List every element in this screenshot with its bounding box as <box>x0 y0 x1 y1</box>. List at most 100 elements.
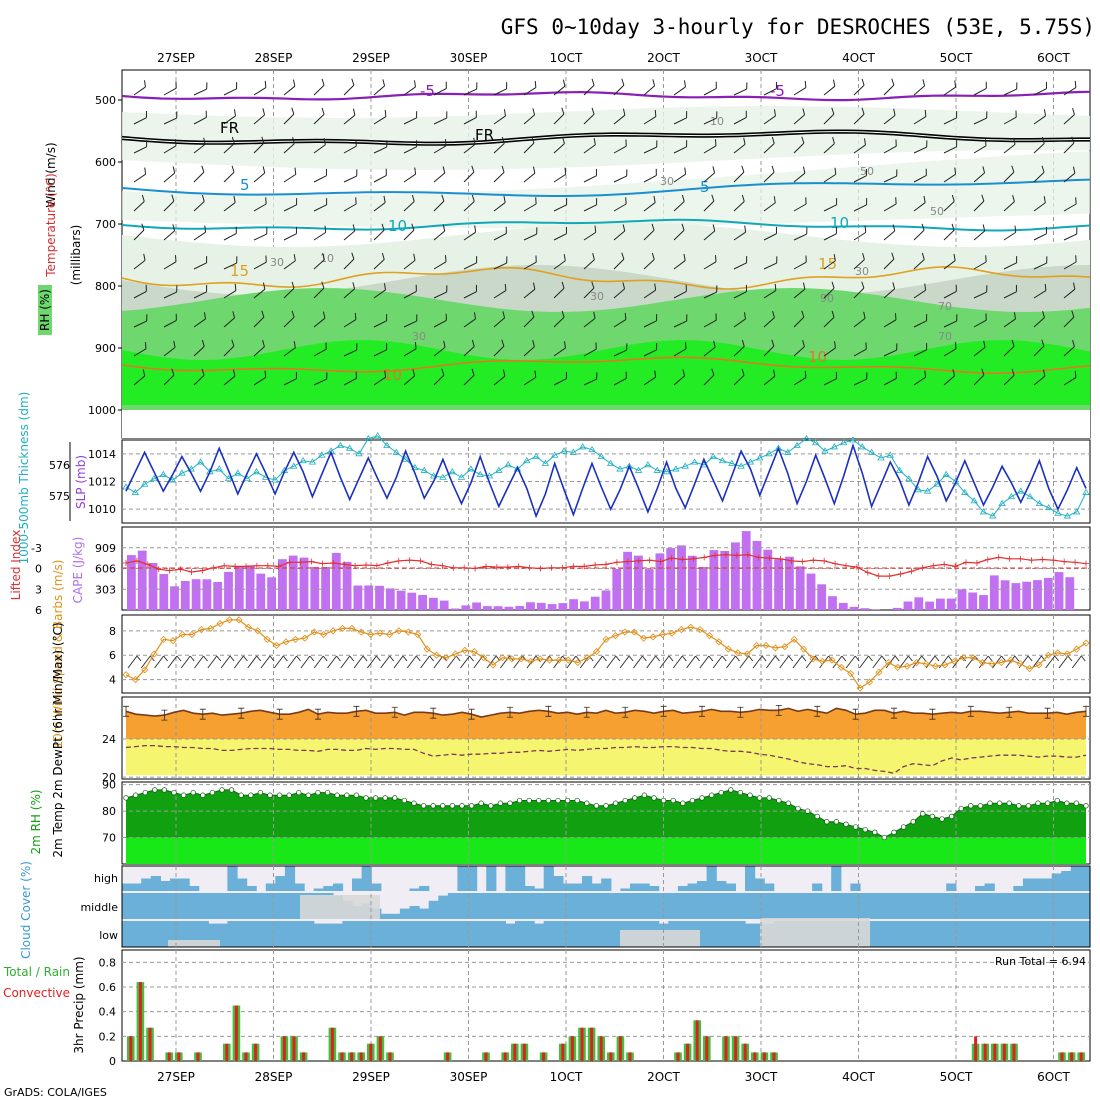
wind-barb-feather <box>532 282 536 290</box>
cloud-middle-bar <box>438 895 449 919</box>
wind-barb-feather <box>295 226 297 234</box>
thickness-point <box>318 451 326 458</box>
wind-speed-point <box>800 645 808 653</box>
wind-barb <box>253 340 265 357</box>
cape-bar <box>655 553 665 610</box>
rh2m-point <box>440 803 446 809</box>
wind-barb-feather <box>654 370 657 378</box>
wind-barb-feather <box>233 109 236 117</box>
precip-convective-bar <box>676 1052 680 1061</box>
wind-barb <box>433 194 445 212</box>
precip-convective-bar <box>503 1052 507 1061</box>
cloud-middle-bar <box>380 913 391 919</box>
precip-convective-bar <box>542 1052 546 1061</box>
wind-barb-staff <box>313 348 327 357</box>
rh2m-point <box>948 813 955 820</box>
cloud-high-bar <box>649 886 660 891</box>
wind-barb <box>403 140 418 154</box>
cape-bar <box>202 579 212 610</box>
wind-speed-point <box>254 627 262 635</box>
cloud-middle-bar <box>160 893 171 919</box>
cloud-low-bar <box>208 923 219 947</box>
li-point <box>123 559 129 566</box>
wind-barb-feather <box>414 167 417 175</box>
cloud-low-bar <box>553 921 564 947</box>
cape-bar <box>461 605 471 610</box>
cape-bar <box>979 595 988 610</box>
wind-barb-feather <box>712 166 716 173</box>
surface-wind-feather <box>961 655 966 662</box>
surface-wind-barb <box>233 655 244 669</box>
ylabel-rh: RH (%) <box>38 289 52 331</box>
wind-barb-feather <box>445 81 447 89</box>
rh2m-point <box>248 792 254 798</box>
wind-speed-point <box>658 630 667 639</box>
rh2m-point <box>1073 800 1080 806</box>
wind-barb-feather <box>686 140 688 147</box>
wind-speed-point <box>677 626 685 634</box>
wind-speed-point <box>329 627 337 635</box>
cloud-low-bar <box>524 921 535 947</box>
cape-bar <box>439 600 449 610</box>
cloud-frame <box>121 865 1091 948</box>
wind-barb-staff <box>793 87 807 96</box>
wind-barb-staff <box>463 143 476 154</box>
precip-convective-bar <box>705 1036 709 1061</box>
cloud-middle-bar <box>169 893 181 919</box>
surface-wind-feather <box>1041 655 1046 662</box>
ylabel-cape: CAPE (J/kg) <box>71 537 85 604</box>
surface-wind-barb <box>327 655 337 669</box>
wind-barb <box>223 109 236 125</box>
cloud-high-bar <box>697 881 708 891</box>
thickness-point <box>765 450 773 457</box>
wind-barb-staff <box>283 316 295 328</box>
thickness-point <box>942 470 950 477</box>
li-point <box>297 559 304 566</box>
thickness-point <box>690 458 699 465</box>
wind-barb-feather <box>746 256 748 263</box>
cloud-low-bar <box>246 921 257 947</box>
wind-speed-point <box>875 668 883 676</box>
rh2m-point <box>900 824 907 830</box>
wind-barb-feather <box>1011 368 1015 376</box>
wind-barb <box>493 256 508 270</box>
wind-barb-staff <box>973 374 985 386</box>
wind-barb-staff <box>553 85 566 96</box>
wind-barb-feather <box>1071 310 1075 318</box>
cloud-low-bar <box>505 923 516 947</box>
thickness-point <box>718 456 727 464</box>
wind-barb-feather <box>861 78 865 86</box>
cloud-middle-bar <box>198 893 209 919</box>
wind-barb <box>733 312 746 328</box>
wind-barb-staff <box>643 349 657 357</box>
wind-barb <box>463 339 475 357</box>
below-surface-strip <box>122 410 1090 438</box>
wind-barb-feather <box>924 283 927 291</box>
wind-barb-staff <box>343 84 355 96</box>
wind-barb-staff <box>613 377 627 386</box>
rh-contour-label: 90 <box>820 292 834 305</box>
surface-wind-feather <box>788 655 794 662</box>
wind-barb-feather <box>715 81 717 89</box>
wind-barb-feather <box>563 254 566 261</box>
wind-barb-feather <box>896 169 898 177</box>
wind-barb <box>493 311 506 328</box>
wind-barb <box>463 284 477 299</box>
date-label-top: 5OCT <box>940 51 973 65</box>
cloud-middle-bar <box>888 893 899 919</box>
cloud-low-bar <box>141 921 152 947</box>
wind-barb <box>133 314 148 328</box>
precip-convective-bar <box>292 1036 296 1061</box>
wind-barb-feather <box>205 110 207 118</box>
wind-barb-feather <box>171 194 175 202</box>
wind-speed-point <box>696 626 704 634</box>
wind-barb-feather <box>504 283 507 291</box>
cloud-middle-bar <box>677 893 689 919</box>
cape-bar <box>731 542 740 610</box>
wind-barb-staff <box>433 319 447 328</box>
wind-barb-feather <box>866 198 868 205</box>
surface-wind-barb <box>766 655 776 669</box>
wind-barb-staff <box>823 233 837 241</box>
wind-barb-feather <box>746 82 748 90</box>
